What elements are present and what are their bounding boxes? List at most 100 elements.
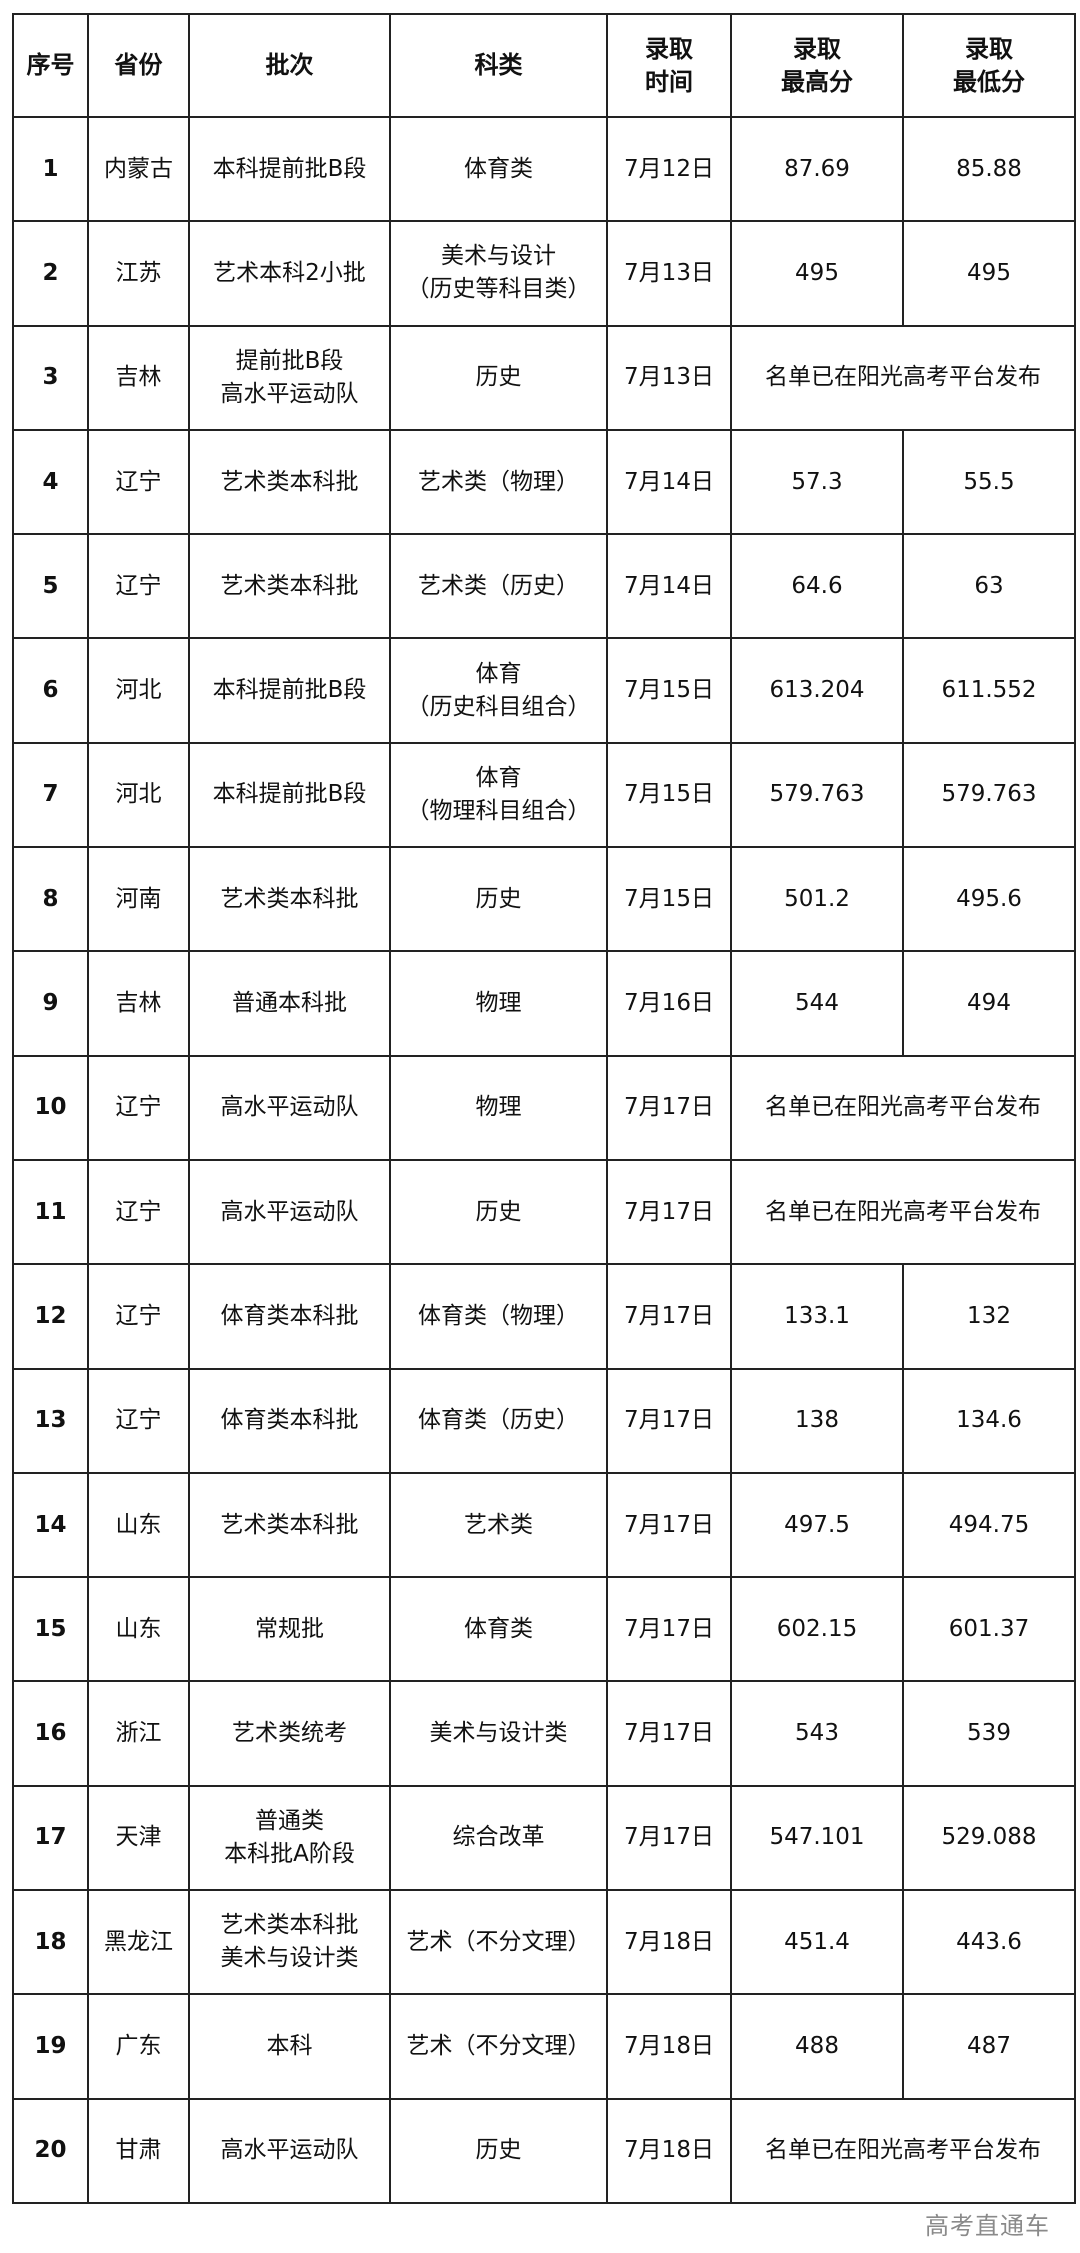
row-number: 18 xyxy=(12,1889,89,1996)
subject-cell: 历史 xyxy=(389,846,608,953)
max-score-cell-text: 547.101 xyxy=(769,1824,865,1851)
max-score-cell: 547.101 xyxy=(730,1784,904,1892)
batch-cell: 本科提前批B段 xyxy=(188,741,391,849)
header-row: 序号 省份 批次 科类 录取 时间 录取 最高分 录取 最低分 xyxy=(12,13,1076,118)
min-score-cell-text: 443.6 xyxy=(956,1928,1022,1955)
batch-cell: 本科提前批B段 xyxy=(188,637,391,744)
row-number: 1 xyxy=(12,115,89,223)
table-row: 12 辽宁 体育类本科批 体育类（物理） 7月17日 133.1 132 xyxy=(12,1263,1076,1370)
province-cell-text: 江苏 xyxy=(115,259,162,286)
batch-cell: 艺术类本科批 xyxy=(188,533,391,640)
table-row: 7 河北 本科提前批B段 体育 （物理科目组合） 7月15日 579.763 579.763 xyxy=(12,741,1076,849)
min-score-cell: 529.088 xyxy=(902,1784,1076,1892)
max-score-cell-text: 64.6 xyxy=(791,572,843,599)
row-number-text: 12 xyxy=(34,1302,67,1329)
batch-cell-text: 艺术本科2小批 xyxy=(213,259,366,286)
date-cell: 7月18日 xyxy=(606,1993,732,2100)
province-cell-text: 辽宁 xyxy=(115,572,162,599)
row-number: 15 xyxy=(12,1576,89,1683)
date-cell: 7月12日 xyxy=(606,115,732,223)
subject-cell: 物理 xyxy=(389,950,608,1057)
province-cell-text: 辽宁 xyxy=(115,1198,162,1225)
subject-cell: 体育类（物理） xyxy=(389,1263,608,1370)
row-number-text: 20 xyxy=(34,2137,67,2164)
batch-cell: 普通类 本科批A阶段 xyxy=(188,1784,391,1892)
header-no: 序号 xyxy=(12,13,89,118)
min-score-cell: 611.552 xyxy=(902,637,1076,744)
batch-cell-text: 本科提前批B段 xyxy=(212,781,367,808)
header-date-text: 录取 xyxy=(645,34,693,63)
batch-cell-text: 艺术类本科批 xyxy=(220,468,359,495)
max-score-cell: 602.15 xyxy=(730,1576,904,1683)
max-score-cell-text: 497.5 xyxy=(784,1511,850,1538)
subject-cell: 历史 xyxy=(389,324,608,431)
subject-cell-text: （物理科目组合） xyxy=(406,797,591,824)
batch-cell: 体育类本科批 xyxy=(188,1367,391,1474)
subject-cell-text: 历史 xyxy=(475,1198,522,1225)
header-min-score-text: 录取 xyxy=(965,34,1013,63)
subject-cell: 体育类 xyxy=(389,1576,608,1683)
min-score-cell-text: 494 xyxy=(967,990,1011,1017)
published-note-cell-text: 名单已在阳光高考平台发布 xyxy=(765,1094,1041,1121)
batch-cell-text: 艺术类本科批 xyxy=(220,572,359,599)
min-score-cell-text: 529.088 xyxy=(941,1824,1037,1851)
province-cell-text: 河南 xyxy=(115,885,162,912)
published-note-cell: 名单已在阳光高考平台发布 xyxy=(730,1054,1076,1161)
date-cell: 7月17日 xyxy=(606,1784,732,1892)
table-row: 20 甘肃 高水平运动队 历史 7月18日 名单已在阳光高考平台发布 xyxy=(12,2097,1076,2204)
subject-cell-text: 艺术（不分文理） xyxy=(406,2032,591,2059)
max-score-cell-text: 543 xyxy=(795,1720,839,1747)
row-number: 19 xyxy=(12,1993,89,2100)
province-cell-text: 黑龙江 xyxy=(104,1928,173,1955)
max-score-cell: 138 xyxy=(730,1367,904,1474)
date-cell-text: 7月17日 xyxy=(624,1511,714,1538)
min-score-cell-text: 85.88 xyxy=(956,155,1022,182)
batch-cell-text: 高水平运动队 xyxy=(220,2137,359,2164)
row-number-text: 15 xyxy=(34,1615,67,1642)
province-cell: 河北 xyxy=(87,741,190,849)
table-row: 3 吉林 提前批B段 高水平运动队 历史 7月13日 名单已在阳光高考平台发布 xyxy=(12,324,1076,431)
table-row: 16 浙江 艺术类统考 美术与设计类 7月17日 543 539 xyxy=(12,1680,1076,1787)
row-number: 3 xyxy=(12,324,89,431)
date-cell-text: 7月17日 xyxy=(624,1407,714,1434)
province-cell: 甘肃 xyxy=(87,2097,190,2204)
province-cell-text: 内蒙古 xyxy=(104,155,173,182)
batch-cell: 艺术类本科批 xyxy=(188,846,391,953)
province-cell-text: 山东 xyxy=(115,1511,162,1538)
row-number: 5 xyxy=(12,533,89,640)
date-cell: 7月18日 xyxy=(606,1889,732,1996)
row-number-text: 2 xyxy=(42,259,59,286)
subject-cell-text: 历史 xyxy=(475,364,522,391)
row-number-text: 11 xyxy=(34,1198,67,1225)
province-cell-text: 河北 xyxy=(115,781,162,808)
header-no-text: 序号 xyxy=(26,51,75,79)
batch-cell-text: 高水平运动队 xyxy=(220,1094,359,1121)
admission-score-table: 序号 省份 批次 科类 录取 时间 录取 最高分 录取 最低分 1 内蒙古 本科提前批B段 体育类 7月1… xyxy=(12,13,1076,2204)
date-cell: 7月17日 xyxy=(606,1576,732,1683)
row-number-text: 14 xyxy=(34,1511,67,1538)
batch-cell-text: 常规批 xyxy=(255,1615,324,1642)
min-score-cell-text: 487 xyxy=(967,2032,1011,2059)
date-cell: 7月17日 xyxy=(606,1367,732,1474)
date-cell-text: 7月12日 xyxy=(624,155,714,182)
max-score-cell: 451.4 xyxy=(730,1889,904,1996)
date-cell: 7月17日 xyxy=(606,1680,732,1787)
province-cell-text: 甘肃 xyxy=(115,2137,162,2164)
header-max-score-text: 最高分 xyxy=(781,67,853,96)
batch-cell: 常规批 xyxy=(188,1576,391,1683)
date-cell: 7月17日 xyxy=(606,1471,732,1579)
row-number-text: 1 xyxy=(42,155,59,182)
batch-cell: 高水平运动队 xyxy=(188,2097,391,2204)
date-cell-text: 7月15日 xyxy=(624,885,714,912)
province-cell: 河北 xyxy=(87,637,190,744)
subject-cell-text: 艺术类（历史） xyxy=(418,572,579,599)
max-score-cell-text: 495 xyxy=(795,259,839,286)
province-cell: 浙江 xyxy=(87,1680,190,1787)
subject-cell-text: 艺术类（物理） xyxy=(418,468,579,495)
province-cell: 辽宁 xyxy=(87,1054,190,1161)
row-number-text: 18 xyxy=(34,1928,67,1955)
subject-cell-text: （历史等科目类） xyxy=(406,276,591,303)
subject-cell: 体育 （历史科目组合） xyxy=(389,637,608,744)
min-score-cell: 601.37 xyxy=(902,1576,1076,1683)
table-row: 19 广东 本科 艺术（不分文理） 7月18日 488 487 xyxy=(12,1993,1076,2100)
